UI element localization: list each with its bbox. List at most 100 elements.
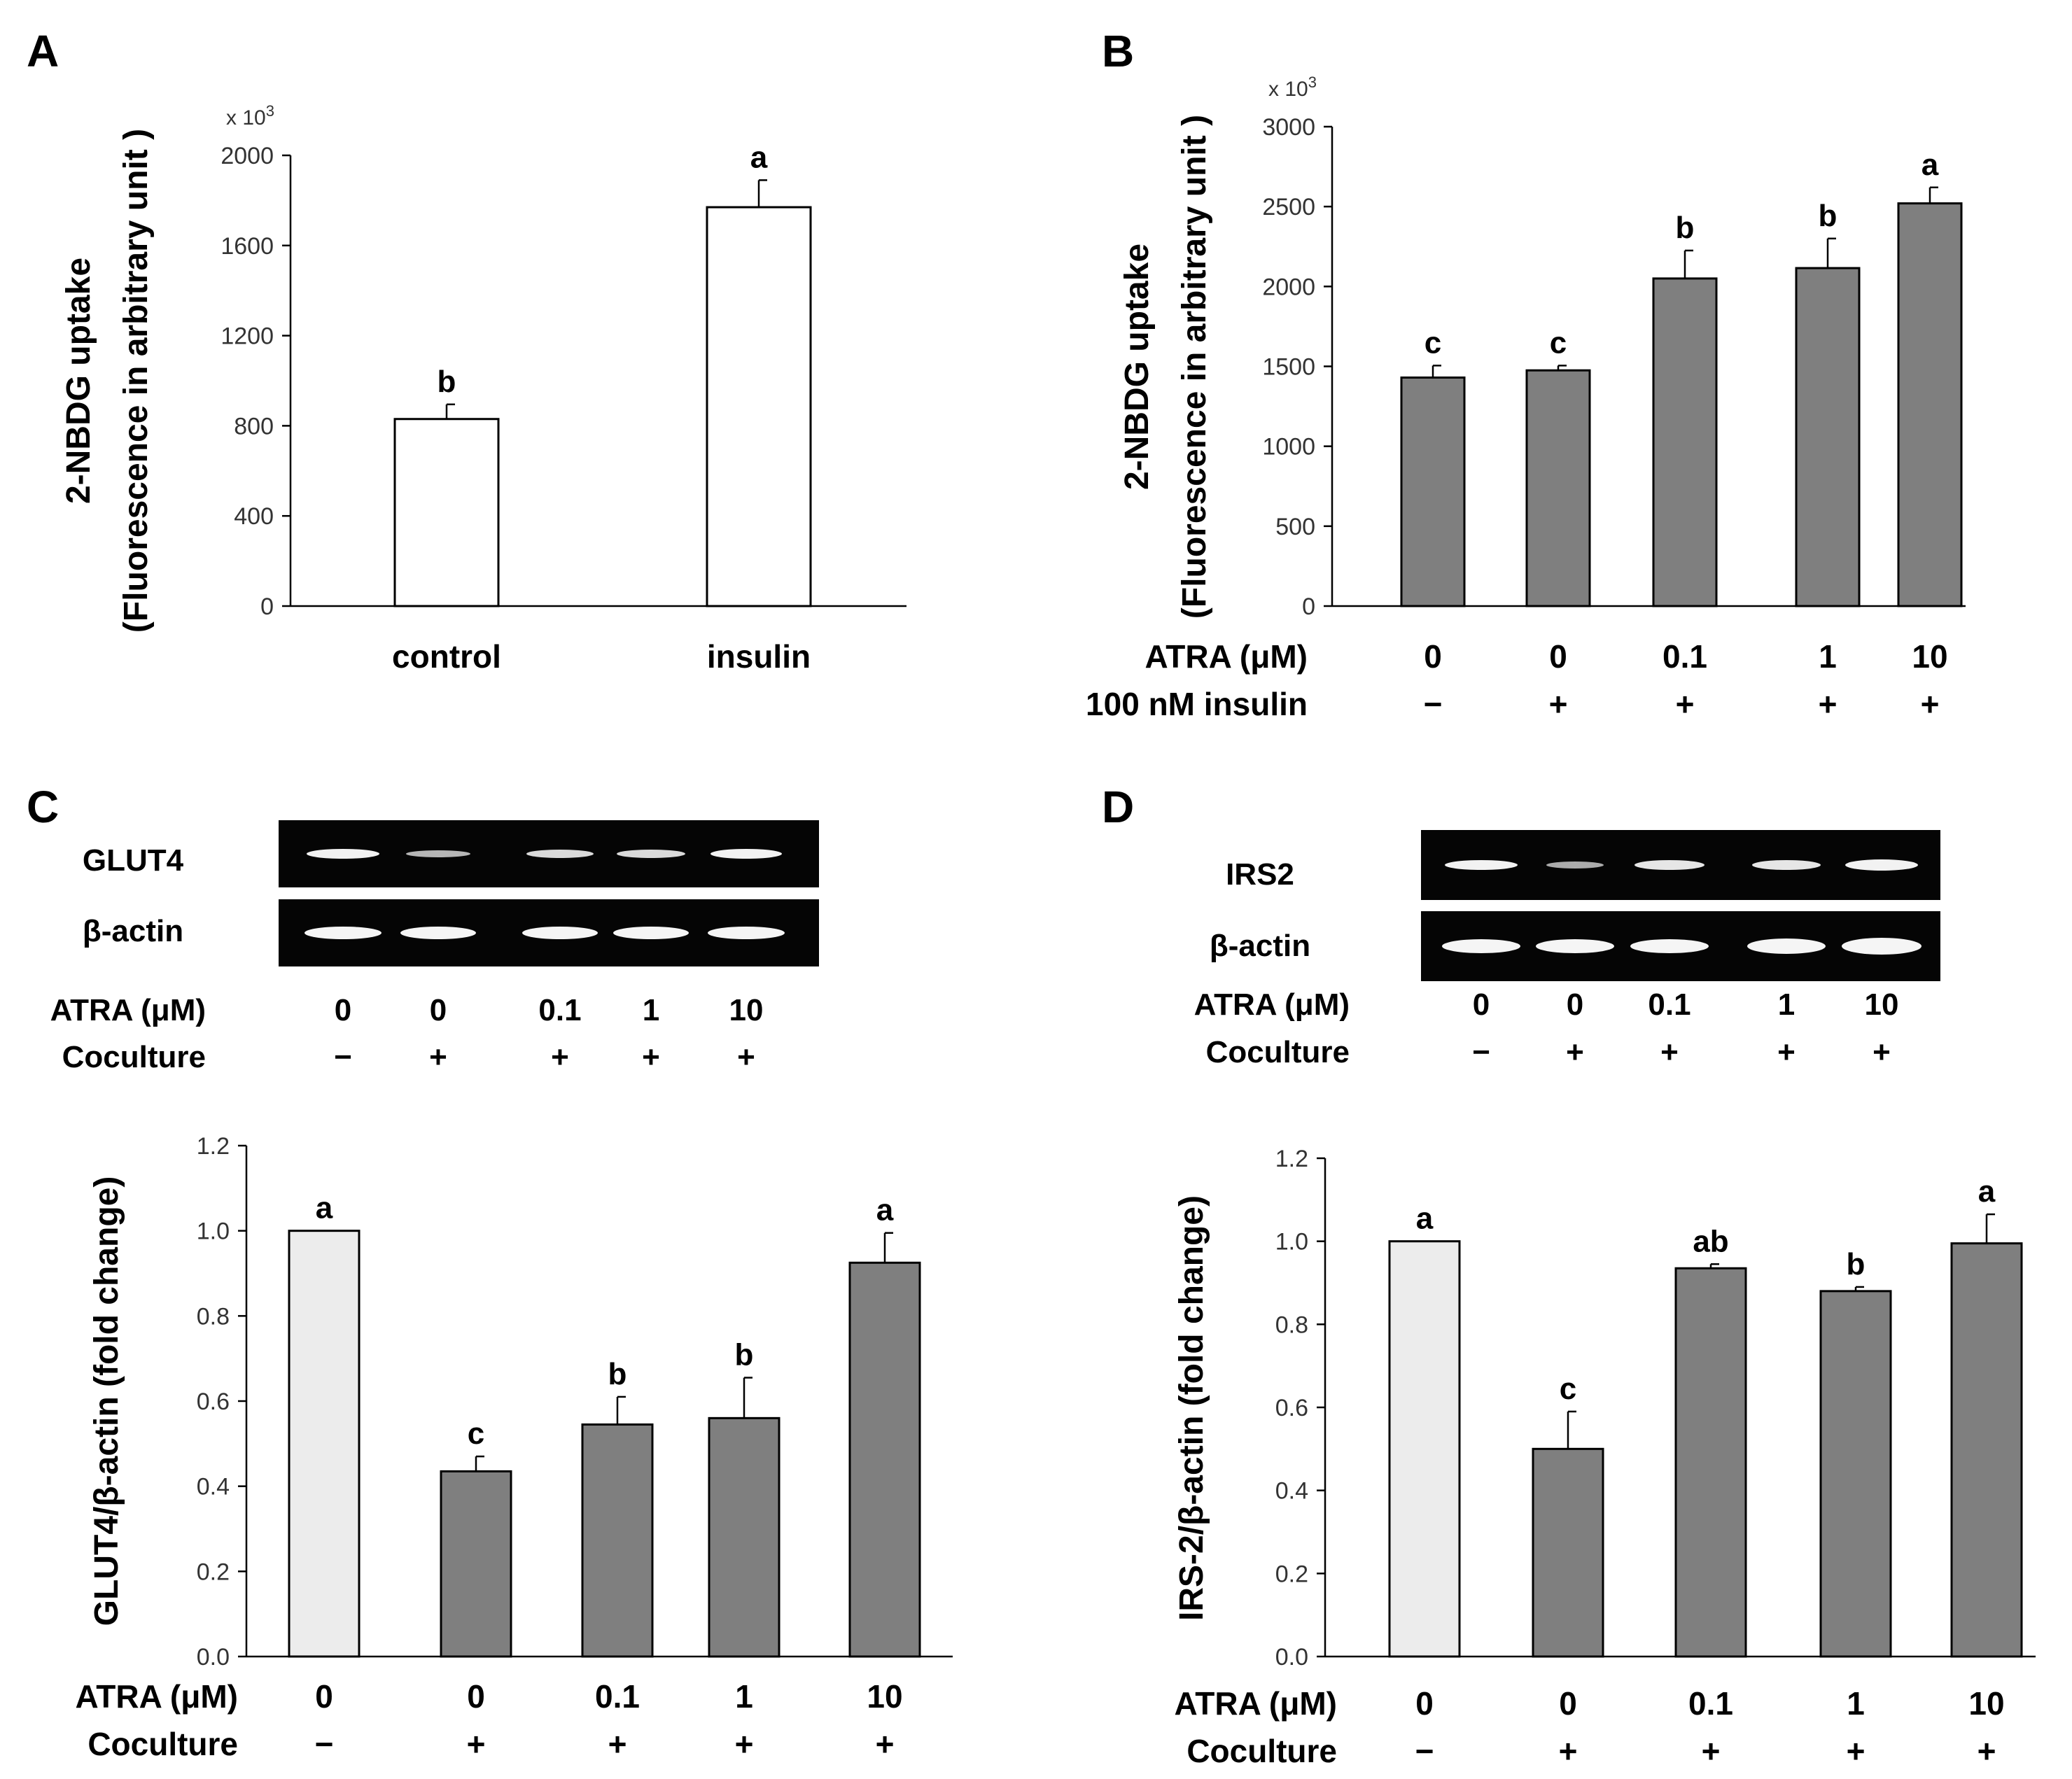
y-tick-label: 0.6 xyxy=(1275,1395,1308,1421)
significance-letter: b xyxy=(1819,199,1837,233)
significance-letter: a xyxy=(876,1193,894,1228)
significance-letter: a xyxy=(750,140,768,174)
y-tick-label: 400 xyxy=(234,503,274,530)
gel-atra-value: 0 xyxy=(1567,987,1583,1022)
bar xyxy=(581,1423,654,1658)
x-category-label: 10 xyxy=(1912,638,1947,675)
y-tick-label: 1500 xyxy=(1262,354,1315,381)
y-tick-label: 1.0 xyxy=(197,1218,230,1245)
x-category-label: 1 xyxy=(735,1678,753,1715)
y-tick-label: 0 xyxy=(260,593,274,620)
treatment-sign: + xyxy=(1702,1733,1721,1769)
y-tick-label: 0.8 xyxy=(1275,1312,1308,1338)
bar xyxy=(1819,1290,1892,1658)
x-category-label: 10 xyxy=(867,1678,902,1715)
y-tick-label: 0.0 xyxy=(1275,1644,1308,1671)
condition-row-label: 100 nM insulin xyxy=(1086,686,1308,722)
gel-atra-label: ATRA (μM) xyxy=(50,993,206,1027)
x-category-label: 0 xyxy=(1424,638,1442,675)
x-category-label: 0 xyxy=(315,1678,333,1715)
chart-d: 0.0 0.2 0.4 0.6 0.8 1.0 1.2 IRS-2/β-actin (fold… xyxy=(1173,1146,2036,1769)
bar xyxy=(288,1230,360,1658)
y-tick-label: 0.4 xyxy=(1275,1478,1308,1505)
y-tick-label: 0.4 xyxy=(197,1474,230,1500)
y-axis-title: 2-NBDG uptake xyxy=(60,258,97,504)
gel-band xyxy=(304,927,382,939)
y-tick-label: 0.8 xyxy=(197,1303,230,1330)
treatment-sign: − xyxy=(1415,1733,1434,1769)
treatment-sign: − xyxy=(315,1726,334,1762)
gel-coculture-label: Coculture xyxy=(62,1040,206,1074)
panel-letter-a: A xyxy=(27,26,59,76)
x-category-label: 0.1 xyxy=(1688,1685,1733,1722)
gel-atra-value: 0 xyxy=(430,993,447,1027)
gel-band xyxy=(1634,860,1704,870)
significance-letter: c xyxy=(1424,325,1441,360)
gel-atra-value: 1 xyxy=(1778,987,1795,1022)
treatment-sign: + xyxy=(1819,686,1837,722)
y-tick-label: 500 xyxy=(1275,514,1315,540)
x-category-label: 1 xyxy=(1819,638,1837,675)
y-tick-label: 1.2 xyxy=(1275,1146,1308,1172)
significance-letter: b xyxy=(1847,1247,1865,1281)
treatment-sign: + xyxy=(876,1726,895,1762)
x-category-label: 0 xyxy=(1549,638,1567,675)
gel-coculture-sign: + xyxy=(1566,1035,1584,1069)
panel-letter-c: C xyxy=(27,782,59,832)
y-tick-label: 0.6 xyxy=(197,1388,230,1415)
bar xyxy=(1400,376,1466,607)
scale-label: x 103 xyxy=(1268,73,1317,101)
gel-target-label: GLUT4 xyxy=(83,843,184,878)
y-tick-label: 1000 xyxy=(1262,434,1315,460)
treatment-sign: + xyxy=(1847,1733,1865,1769)
x-category-label: control xyxy=(392,638,501,675)
x-category-label: 0.1 xyxy=(595,1678,640,1715)
significance-letter: a xyxy=(1416,1202,1434,1236)
gel-band xyxy=(526,850,594,858)
gel-coculture-sign: + xyxy=(1660,1035,1679,1069)
gel-band xyxy=(1630,939,1709,953)
bar xyxy=(1950,1242,2023,1658)
treatment-sign: + xyxy=(1977,1733,1996,1769)
y-tick-label: 1.0 xyxy=(1275,1229,1308,1256)
y-axis-title: IRS-2/β-actin (fold change) xyxy=(1173,1195,1210,1621)
x-category-label: 0.1 xyxy=(1662,638,1707,675)
gel-coculture-sign: − xyxy=(334,1040,352,1074)
x-category-label: 1 xyxy=(1847,1685,1865,1722)
treatment-sign: + xyxy=(1559,1733,1578,1769)
treatment-sign: + xyxy=(1921,686,1940,722)
gel-band xyxy=(710,849,782,859)
bar xyxy=(1795,267,1861,607)
y-axis-subtitle: (Fluorescence in arbitrary unit ) xyxy=(1176,115,1213,619)
x-category-label: 10 xyxy=(1968,1685,2004,1722)
significance-letter: ab xyxy=(1693,1224,1728,1258)
gel-band xyxy=(1442,939,1520,953)
chart-c: 0.0 0.2 0.4 0.6 0.8 1.0 1.2 GLUT4/β-actin (fold… xyxy=(75,1133,953,1762)
gel-coculture-sign: + xyxy=(429,1040,447,1074)
y-tick-label: 3000 xyxy=(1262,114,1315,141)
gel-band xyxy=(613,927,689,939)
x-category-label: 0 xyxy=(1559,1685,1577,1722)
x-category-label: 0 xyxy=(467,1678,485,1715)
gel-band xyxy=(1752,860,1821,870)
gel-band xyxy=(307,849,379,859)
significance-letter: a xyxy=(1921,148,1939,182)
y-tick-label: 0.0 xyxy=(197,1644,230,1671)
gel-band xyxy=(1842,938,1921,955)
gel-d: IRS2 β-actin ATRA (μM) Coculture 0 0 0.1 1 10 − + +… xyxy=(1194,830,1940,1069)
bar xyxy=(706,206,812,607)
gel-band xyxy=(406,850,470,857)
y-tick-label: 2500 xyxy=(1262,194,1315,220)
gel-atra-value: 0.1 xyxy=(1648,987,1690,1022)
condition-row-label: ATRA (μM) xyxy=(75,1678,238,1715)
bar xyxy=(1897,202,1963,607)
gel-atra-value: 10 xyxy=(1865,987,1899,1022)
gel-coculture-sign: + xyxy=(1777,1035,1795,1069)
bar xyxy=(1674,1267,1747,1658)
condition-row-label: ATRA (μM) xyxy=(1174,1685,1337,1722)
y-tick-label: 0.2 xyxy=(197,1559,230,1585)
significance-letter: c xyxy=(468,1416,484,1451)
gel-band xyxy=(1747,938,1826,954)
bar xyxy=(708,1416,780,1658)
